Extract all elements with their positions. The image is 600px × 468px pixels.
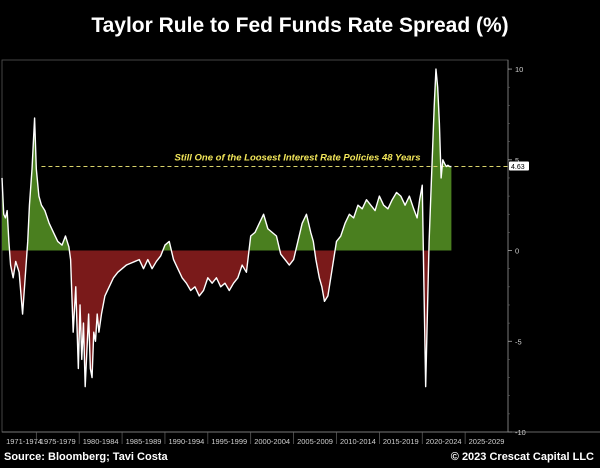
x-tick-label: 2025-2029 [469, 437, 505, 446]
x-tick-label: 2000-2004 [254, 437, 290, 446]
copyright-note: © 2023 Crescat Capital LLC [450, 451, 594, 463]
positive-area-2 [27, 118, 70, 251]
x-tick-label: 1975-1979 [40, 437, 76, 446]
positive-area-10 [335, 185, 424, 251]
negative-area-1 [9, 250, 28, 315]
positive-area-0 [2, 177, 10, 251]
positive-area-8 [295, 214, 315, 251]
x-tick-label: 2005-2009 [297, 437, 333, 446]
negative-area-5 [171, 250, 249, 296]
y-tick-label: 5 [515, 156, 519, 165]
x-tick-label: 1971-1974 [6, 437, 42, 446]
negative-area-3 [69, 250, 163, 387]
y-tick-label: -5 [515, 337, 522, 346]
area-fills [2, 69, 452, 387]
last-value-box [509, 161, 529, 171]
x-tick-label: 1985-1989 [126, 437, 162, 446]
x-tick-label: 1995-1999 [211, 437, 247, 446]
negative-area-9 [314, 250, 336, 302]
last-value-marker: 4.63 [509, 161, 529, 171]
series-line [1, 68, 452, 388]
positive-area-6 [249, 214, 280, 251]
x-tick-label: 2020-2024 [426, 437, 462, 446]
x-tick-label: 1980-1984 [83, 437, 119, 446]
x-tick-label: 2015-2019 [383, 437, 419, 446]
y-tick-label: -10 [515, 428, 526, 437]
y-tick-label: 10 [515, 65, 523, 74]
x-tick-label: 1990-1994 [168, 437, 204, 446]
y-tick-label: 0 [515, 247, 519, 256]
chart-title: Taylor Rule to Fed Funds Rate Spread (%) [91, 14, 509, 37]
reference-annotation: Still One of the Loosest Interest Rate P… [174, 153, 420, 164]
last-value-label: 4.63 [511, 164, 525, 171]
x-tick-label: 2010-2014 [340, 437, 376, 446]
source-note: Source: Bloomberg; Tavi Costa [4, 451, 168, 463]
y-axis: 10 5 0 -5 -10 [507, 60, 526, 437]
series-line-group [1, 68, 452, 388]
reference-line-group: Still One of the Loosest Interest Rate P… [41, 153, 508, 168]
